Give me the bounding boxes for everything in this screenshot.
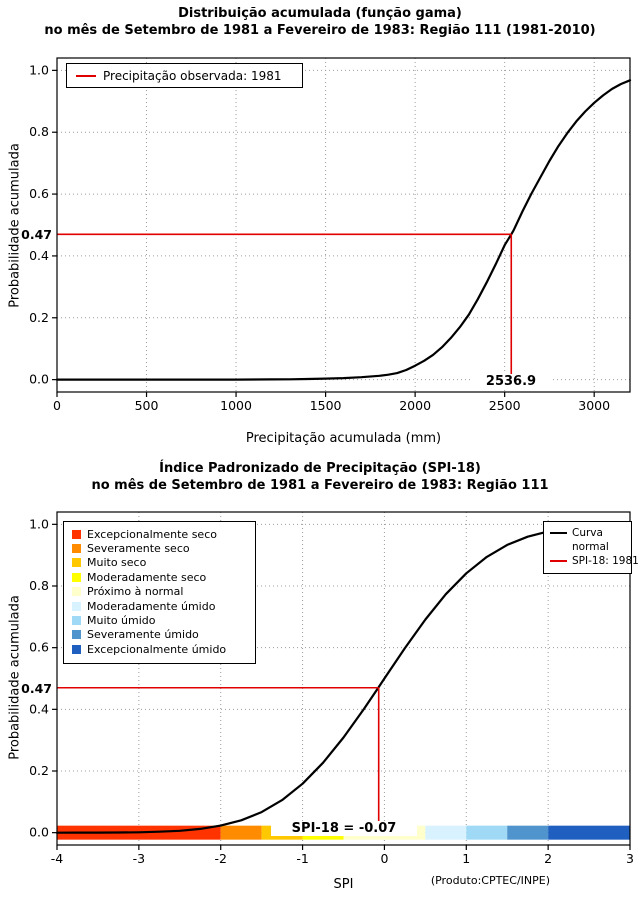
legend-item: Excepcionalmente seco [72,527,247,541]
svg-text:0.0: 0.0 [29,825,49,840]
legend-item: Severamente úmido [72,628,247,642]
svg-text:3: 3 [626,851,634,866]
category-label: Excepcionalmente seco [87,527,217,541]
chart2-subtitle: no mês de Setembro de 1981 a Fevereiro d… [91,478,549,493]
svg-text:0.8: 0.8 [29,124,49,139]
category-swatch [72,644,81,654]
tick-labels: 0 500 1000 1500 2000 2500 3000 0.0 0.2 0.4 0.6 0.8 1… [29,62,610,413]
svg-text:1500: 1500 [310,398,342,413]
chart1-plot-area: 0 500 1000 1500 2000 2500 3000 0.0 0.2 0.4 0.6 0.8 1… [29,57,632,413]
chart2-plot-area: -4 -3 -2 -1 0 1 2 3 0.0 0.2 0.4 0.6 0.8 1.0 [29,511,634,866]
legend-item: Severamente seco [72,541,247,555]
chart1-x-axis-label: Precipitação acumulada (mm) [245,431,442,446]
tick-labels: -4 -3 -2 -1 0 1 2 3 0.0 0.2 0.4 0.6 0.8 1.0 [29,516,634,866]
svg-text:2000: 2000 [399,398,431,413]
svg-text:0.0: 0.0 [29,372,49,387]
category-label: Muito seco [87,556,147,570]
legend-item: Moderadamente seco [72,570,247,584]
svg-text:-2: -2 [214,851,226,866]
category-label: Excepcionalmente úmido [87,642,227,656]
gridlines [56,58,630,392]
legend-item: Excepcionalmente úmido [72,642,247,656]
red-line-sample-icon [550,560,567,562]
svg-text:2500: 2500 [489,398,521,413]
svg-text:500: 500 [135,398,159,413]
svg-text:0.6: 0.6 [29,640,49,655]
svg-text:0.2: 0.2 [29,310,49,325]
svg-text:1.0: 1.0 [29,516,49,531]
legend-item: Curva [550,526,625,540]
chart1-precip-marker-label: 2536.9 [471,374,551,389]
svg-text:-3: -3 [133,851,145,866]
svg-text:0: 0 [53,398,61,413]
svg-text:1000: 1000 [220,398,252,413]
svg-text:-4: -4 [51,851,64,866]
svg-text:1.0: 1.0 [29,62,49,77]
observed-marker-lines [57,686,380,833]
category-swatch [72,529,81,539]
category-swatch [72,630,81,640]
category-swatch [72,616,81,626]
legend-item: Próximo à normal [72,585,247,599]
svg-text:-1: -1 [296,851,308,866]
observed-marker-lines [57,233,513,380]
chart2-curves-legend: Curva normal SPI-18: 1981 [543,521,639,574]
legend-item: SPI-18: 1981 [550,554,639,568]
red-line-sample-icon [76,74,96,77]
chart1-legend-label: Precipitação observada: 1981 [103,68,282,83]
axis-ticks [52,69,595,397]
cdf-curve [55,523,632,834]
curve-legend-label-line1: Curva [572,527,603,539]
cdf-curve [55,79,632,381]
chart2-spi-marker-label: SPI-18 = -0.07 [271,821,417,836]
black-line-sample-icon [550,532,567,534]
category-label: Muito úmido [87,614,156,628]
spi-categories-legend: Excepcionalmente seco Severamente seco M… [63,521,256,664]
chart1-title: Distribuição acumulada (função gama) [178,6,462,21]
legend-item: normal [550,540,625,554]
category-swatch [72,587,81,597]
axis-ticks [52,523,631,850]
plot-border [56,511,631,846]
category-label: Severamente úmido [87,628,199,642]
legend-item: Moderadamente úmido [72,599,247,613]
category-swatch [72,544,81,554]
curve-legend-label-line2: normal [572,541,609,553]
category-label: Moderadamente úmido [87,599,216,613]
product-footnote: (Produto:CPTEC/INPE) [430,874,550,887]
category-swatch [72,558,81,568]
svg-text:0.6: 0.6 [29,186,49,201]
category-swatch [72,601,81,611]
spi-legend-label: SPI-18: 1981 [572,555,639,567]
svg-text:0.4: 0.4 [29,701,49,716]
chart2-x-axis-label: SPI [333,877,354,892]
chart2-probability-marker-label: 0.47 [21,681,52,696]
svg-text:3000: 3000 [578,398,610,413]
category-swatch [72,572,81,582]
svg-text:0.4: 0.4 [29,248,49,263]
chart1-legend: Precipitação observada: 1981 [66,63,303,88]
plot-border [56,57,631,393]
svg-text:2: 2 [544,851,552,866]
chart1-subtitle: no mês de Setembro de 1981 a Fevereiro d… [44,23,596,38]
svg-text:1: 1 [462,851,470,866]
legend-item: Muito seco [72,556,247,570]
svg-text:0: 0 [380,851,388,866]
category-label: Próximo à normal [87,585,184,599]
svg-text:0.2: 0.2 [29,763,49,778]
chart2-title: Índice Padronizado de Precipitação (SPI-… [159,461,481,476]
category-label: Severamente seco [87,542,190,556]
svg-text:0.8: 0.8 [29,578,49,593]
legend-item: Muito úmido [72,613,247,627]
chart1-probability-marker-label: 0.47 [21,227,52,242]
category-label: Moderadamente seco [87,570,207,584]
